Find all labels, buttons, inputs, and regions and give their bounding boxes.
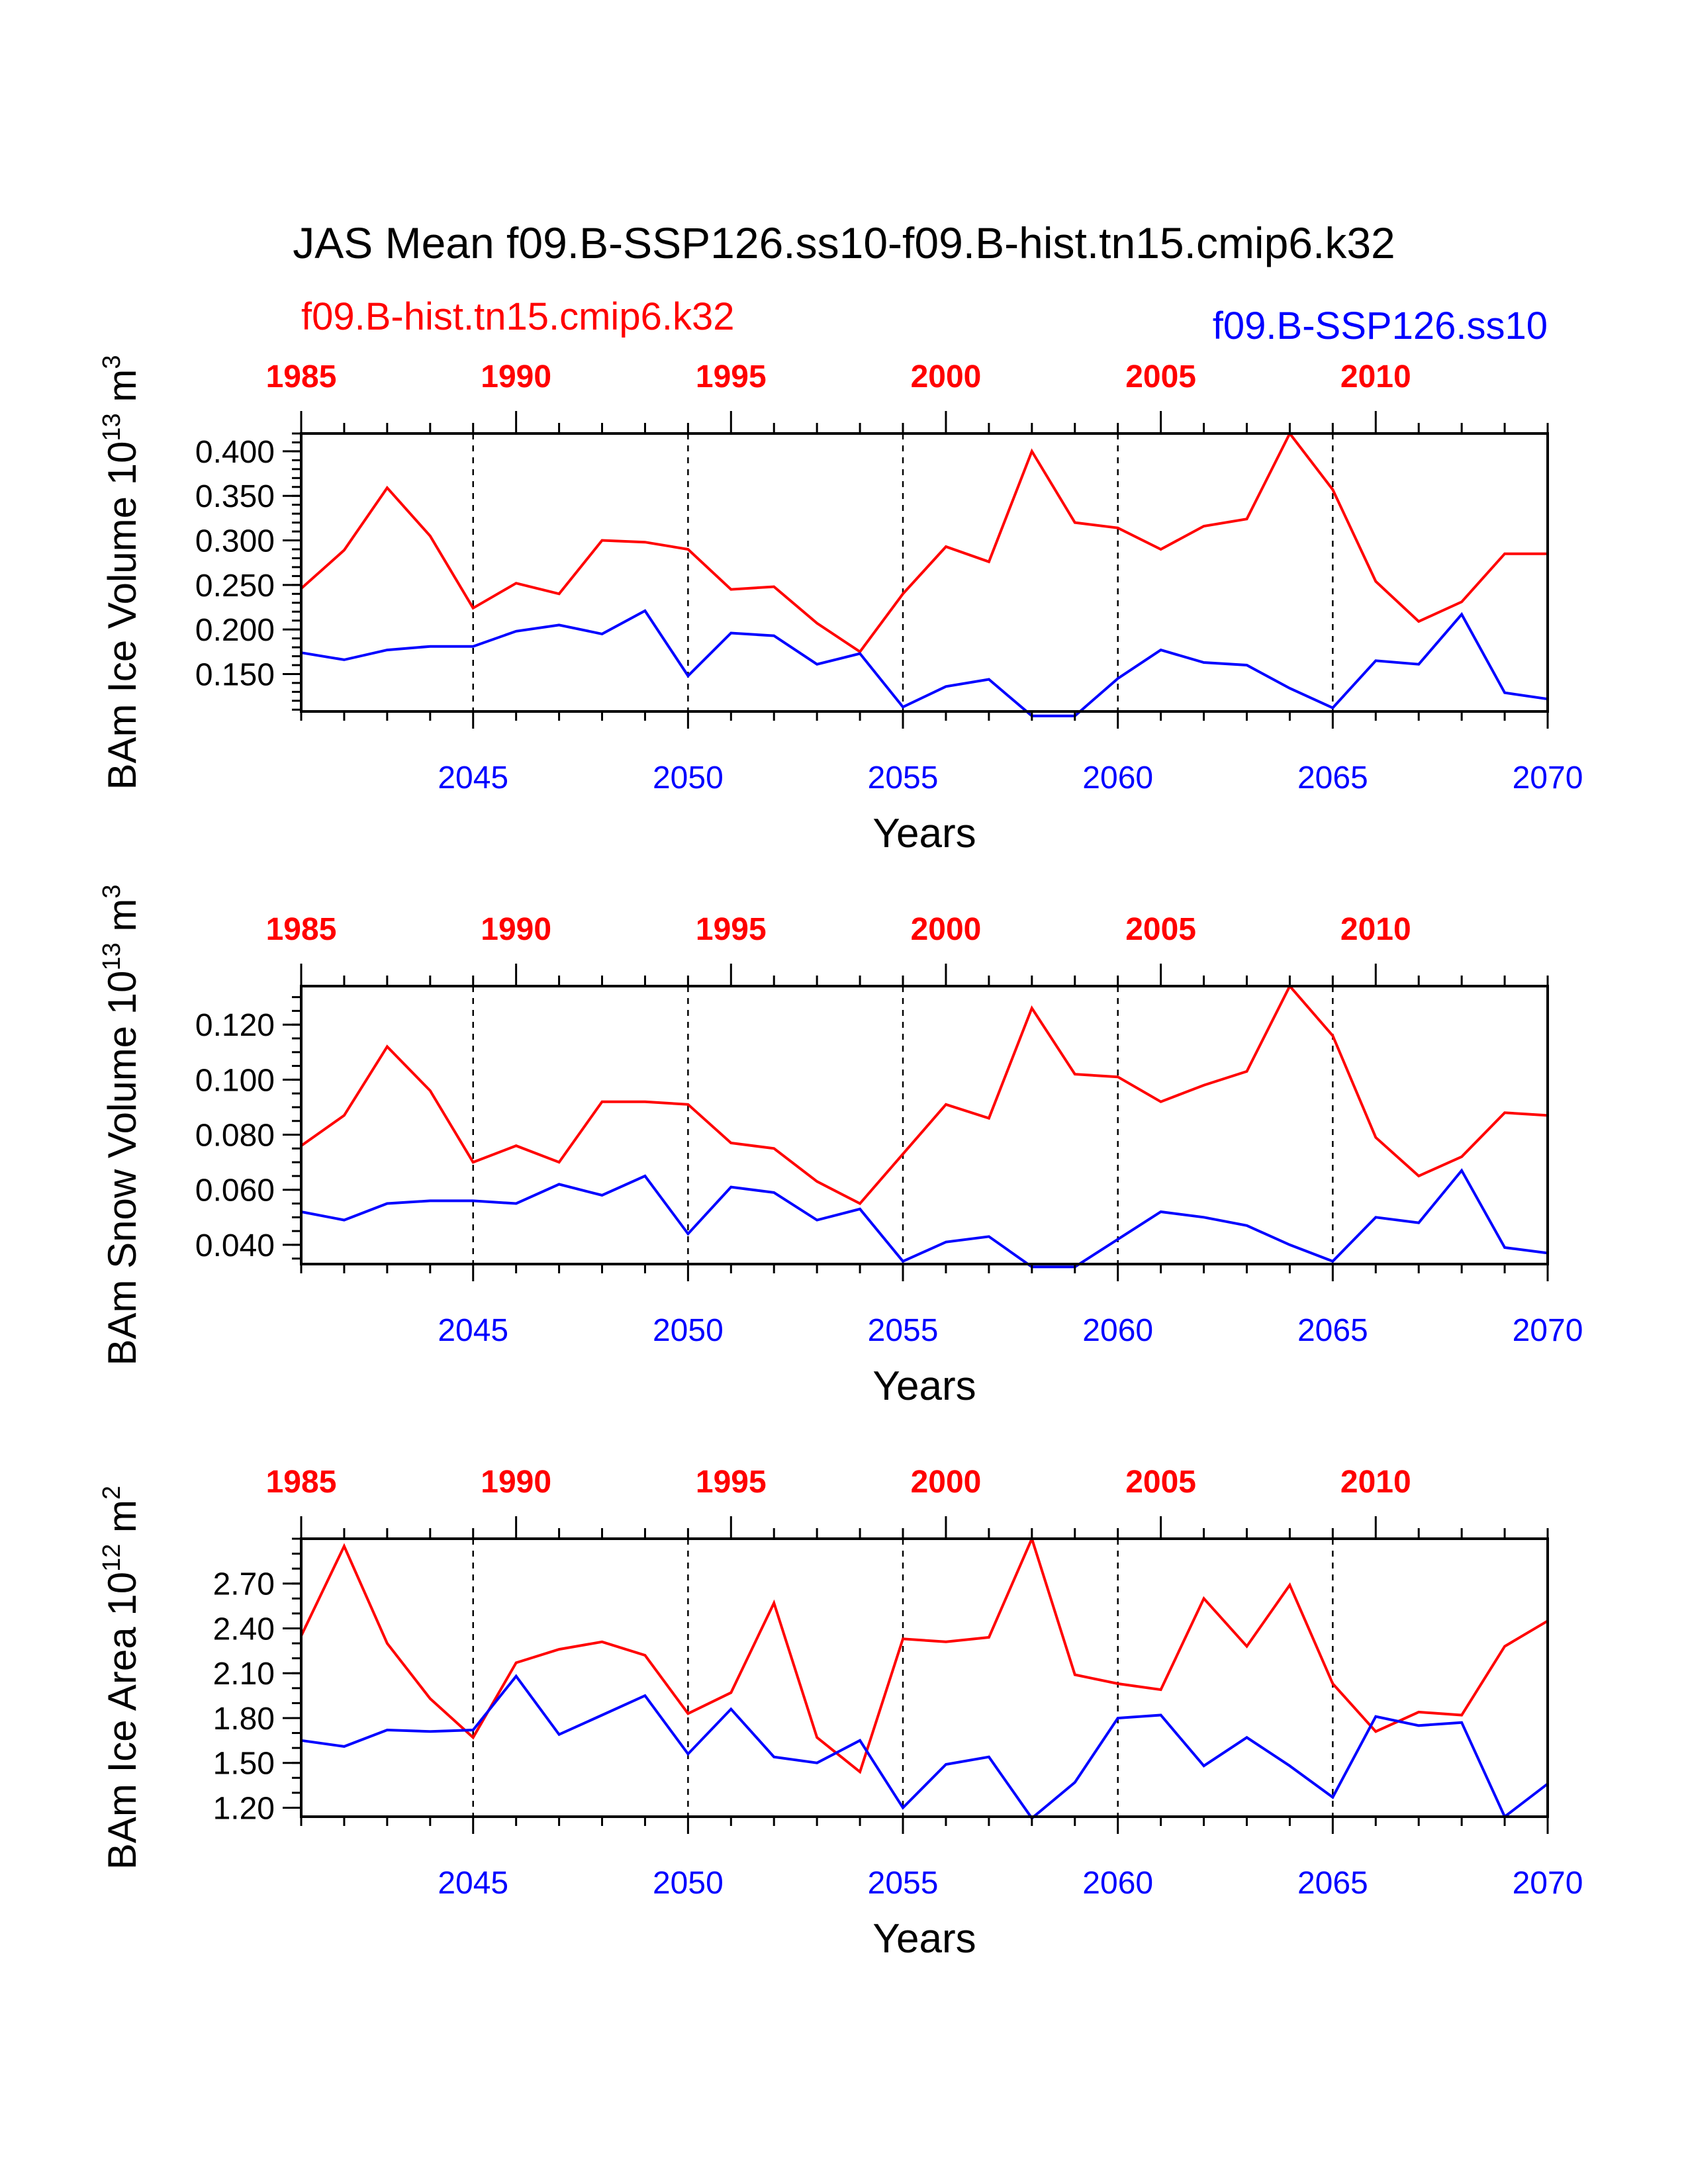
plot-frame <box>300 985 1549 1265</box>
y-tick-label: 2.70 <box>213 1567 275 1602</box>
y-tick-label: 0.060 <box>195 1173 275 1208</box>
x-top-tick-label: 2005 <box>1125 359 1196 394</box>
series-line-hist <box>300 1535 1549 1774</box>
y-axis-title-exponent: 13 <box>98 942 126 970</box>
x-axis-title: Years <box>872 1363 976 1409</box>
x-bottom-tick-label: 2070 <box>1513 760 1583 796</box>
y-tick-label: 0.350 <box>195 479 275 514</box>
x-bottom-tick-label: 2045 <box>438 1866 508 1901</box>
y-axis-title: BAm Snow Volume 1013 m3 <box>98 884 144 1365</box>
y-axis-title-text: BAm Ice Area 10 <box>100 1572 144 1870</box>
y-tick-label: 0.150 <box>195 657 275 692</box>
x-bottom-tick-label: 2045 <box>438 760 508 796</box>
x-bottom-tick-label: 2050 <box>653 1866 724 1901</box>
x-top-tick-label: 1990 <box>481 1465 551 1500</box>
panel-2: 0.040 0.060 0.080 0.100 0.120 2045 2050 2055 206… <box>98 884 1583 1409</box>
x-bottom-tick-label: 2055 <box>868 1313 939 1348</box>
series-line-ssp <box>301 609 1548 717</box>
x-bottom-tick-label: 2065 <box>1297 1866 1368 1901</box>
y-axis-title: BAm Ice Volume 1013 m3 <box>98 355 144 790</box>
panel-3: 1.20 1.50 1.80 2.10 2.40 2.70 2045 2050 2055 2060… <box>98 1465 1583 1962</box>
x-bottom-tick-label: 2050 <box>653 1313 724 1348</box>
legend-ssp-label: f09.B-SSP126.ss10 <box>1213 304 1548 347</box>
x-top-tick-label: 1990 <box>481 912 551 947</box>
y-axis-title: BAm Ice Area 1012 m2 <box>98 1486 144 1870</box>
y-tick-label: 0.400 <box>195 435 275 470</box>
x-top-tick-label: 2005 <box>1125 912 1196 947</box>
legend-hist-label: f09.B-hist.tn15.cmip6.k32 <box>301 295 734 338</box>
y-tick-label: 2.40 <box>213 1612 275 1647</box>
x-bottom-tick-label: 2065 <box>1297 1313 1368 1348</box>
series-line-ssp <box>301 1168 1548 1269</box>
y-tick-label: 0.080 <box>195 1118 275 1154</box>
x-bottom-tick-label: 2060 <box>1082 1313 1153 1348</box>
y-axis-title-text: BAm Ice Volume 10 <box>100 441 144 790</box>
y-axis-title-unit-exponent: 2 <box>98 1486 126 1500</box>
y-axis-title-unit: m <box>100 369 144 414</box>
x-top-tick-label: 2010 <box>1340 1465 1411 1500</box>
y-axis-title-unit-exponent: 3 <box>98 884 126 898</box>
x-axis-title: Years <box>872 811 976 856</box>
series-line-hist <box>300 983 1548 1205</box>
y-axis-title-text: BAm Snow Volume 10 <box>100 971 144 1366</box>
x-bottom-tick-label: 2070 <box>1513 1313 1583 1348</box>
y-axis-title-exponent: 13 <box>98 413 126 441</box>
x-top-tick-label: 1985 <box>266 912 337 947</box>
x-top-tick-label: 1995 <box>696 1465 767 1500</box>
y-axis-title-unit-exponent: 3 <box>98 355 126 369</box>
series-line-hist <box>300 431 1548 654</box>
x-top-tick-label: 2005 <box>1125 1465 1196 1500</box>
y-tick-label: 0.300 <box>195 524 275 559</box>
chart-title: JAS Mean f09.B-SSP126.ss10-f09.B-hist.tn… <box>293 218 1395 267</box>
series-line-ssp <box>301 1674 1549 1821</box>
x-bottom-tick-label: 2055 <box>868 760 939 796</box>
panel-1: 0.150 0.200 0.250 0.300 0.350 0.400 2045 2050 20… <box>98 355 1583 856</box>
x-top-tick-label: 2000 <box>911 1465 982 1500</box>
y-tick-label: 1.50 <box>213 1747 275 1782</box>
x-axis-title: Years <box>872 1916 976 1962</box>
y-tick-label: 0.250 <box>195 569 275 604</box>
x-top-tick-label: 2000 <box>911 359 982 394</box>
x-top-tick-label: 2010 <box>1340 912 1411 947</box>
plot-frame <box>300 1537 1549 1818</box>
x-bottom-tick-label: 2045 <box>438 1313 508 1348</box>
x-top-tick-label: 2000 <box>911 912 982 947</box>
x-bottom-tick-label: 2070 <box>1513 1866 1583 1901</box>
x-top-tick-label: 1985 <box>266 1465 337 1500</box>
y-axis-title-unit: m <box>100 1500 144 1544</box>
x-top-tick-label: 1985 <box>266 359 337 394</box>
x-bottom-tick-label: 2050 <box>653 760 724 796</box>
x-top-tick-label: 2010 <box>1340 359 1411 394</box>
y-tick-label: 0.120 <box>195 1008 275 1043</box>
y-tick-label: 0.200 <box>195 613 275 648</box>
y-tick-label: 2.10 <box>213 1657 275 1692</box>
x-top-tick-label: 1995 <box>696 359 767 394</box>
x-bottom-tick-label: 2060 <box>1082 1866 1153 1901</box>
y-tick-label: 0.100 <box>195 1063 275 1098</box>
y-tick-label: 0.040 <box>195 1228 275 1263</box>
x-top-tick-label: 1990 <box>481 359 551 394</box>
y-axis-title-exponent: 12 <box>98 1544 126 1572</box>
y-tick-label: 1.20 <box>213 1791 275 1826</box>
x-bottom-tick-label: 2055 <box>868 1866 939 1901</box>
x-bottom-tick-label: 2060 <box>1082 760 1153 796</box>
y-tick-label: 1.80 <box>213 1702 275 1737</box>
y-axis-title-unit: m <box>100 899 144 943</box>
plot-frame <box>300 432 1549 713</box>
x-bottom-tick-label: 2065 <box>1297 760 1368 796</box>
x-top-tick-label: 1995 <box>696 912 767 947</box>
